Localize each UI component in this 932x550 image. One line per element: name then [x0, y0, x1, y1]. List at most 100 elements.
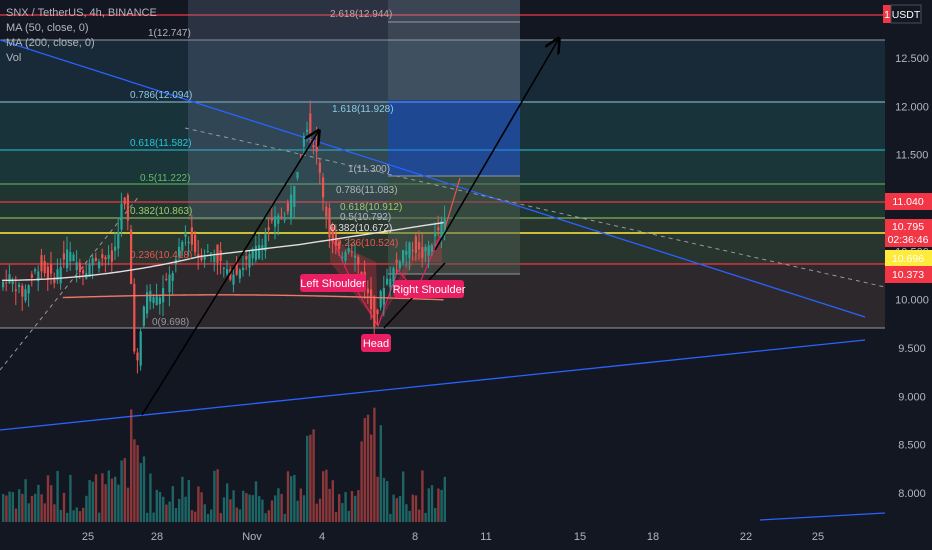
volume-bar — [354, 495, 357, 522]
candle-body — [283, 219, 286, 221]
candle-body — [30, 274, 33, 278]
candle-body — [222, 267, 225, 269]
volume-bar — [56, 470, 59, 522]
dashed-trendline-left[interactable] — [0, 194, 141, 371]
volume-bar — [347, 510, 350, 522]
chart-legend: SNX / TetherUS, 4h, BINANCE MA (50, clos… — [6, 6, 157, 66]
ma50-line[interactable] — [1, 221, 444, 282]
volume-bar — [306, 435, 309, 522]
time-axis-ticks: 25 28 Nov 4 8 11 15 18 22 25 — [82, 531, 824, 543]
candle-body — [37, 271, 40, 282]
price-tag-last[interactable]: 10.795 02:36:46 — [885, 219, 932, 247]
candle-body — [171, 273, 174, 281]
candle-body — [331, 226, 334, 242]
lower-trendline[interactable] — [759, 512, 886, 521]
candle-body — [117, 231, 120, 249]
candle-body — [357, 256, 360, 265]
volume-bar — [318, 498, 322, 522]
volume-bar — [293, 474, 296, 522]
volume-bar — [350, 491, 354, 522]
ma200-legend[interactable]: MA (200, close, 0) — [6, 37, 95, 49]
candle-body — [11, 279, 14, 284]
volume-bar — [162, 496, 165, 522]
ma50-legend[interactable]: MA (50, close, 0) — [6, 22, 89, 34]
candle-body — [443, 219, 446, 235]
volume-bar — [251, 495, 254, 522]
candle-body — [318, 162, 321, 173]
candle-body — [149, 290, 152, 302]
volume-bar — [424, 512, 427, 522]
price-tag-11040[interactable]: 11.040 — [885, 193, 932, 210]
candle-body — [14, 289, 17, 292]
volume-bar — [133, 439, 136, 522]
volume-bar — [24, 479, 27, 522]
candle-body — [206, 251, 209, 253]
volume-bar — [130, 409, 133, 522]
volume-bar — [110, 478, 114, 522]
volume-bar — [280, 493, 283, 522]
candle-body — [370, 289, 373, 310]
fib-label-0236: 0.236(10.418) — [130, 250, 192, 261]
candle-body — [114, 246, 117, 251]
volume-bar — [75, 507, 78, 522]
volume-bar — [34, 493, 37, 522]
price-tag-10373[interactable]: 10.373 — [885, 266, 932, 283]
impulse-arrow[interactable] — [141, 132, 318, 416]
volume-bar — [98, 512, 101, 522]
right-shoulder-label[interactable]: Right Shoulder — [393, 280, 466, 298]
svg-text:Right Shoulder: Right Shoulder — [393, 284, 466, 296]
descending-trendline[interactable] — [0, 39, 866, 318]
candle-body — [120, 204, 123, 230]
volume-bar — [219, 513, 222, 522]
candle-body — [101, 254, 104, 259]
fib-label-0382: 0.382(10.863) — [130, 206, 192, 217]
candle-body — [290, 194, 293, 219]
candle-body — [181, 241, 184, 251]
time-tick-label: 15 — [574, 531, 586, 543]
volume-bar — [315, 503, 318, 522]
volume-bar — [325, 469, 328, 522]
volume-legend[interactable]: Vol — [6, 52, 22, 64]
left-shoulder-label[interactable]: Left Shoulder — [300, 274, 366, 292]
volume-bar — [395, 498, 398, 522]
volume-bar — [197, 486, 200, 522]
candle-body — [88, 264, 91, 277]
candle-body — [248, 254, 251, 268]
candle-body — [94, 257, 97, 261]
candle-body — [130, 229, 133, 284]
price-tick-label: 11.500 — [896, 150, 929, 162]
volume-bar — [152, 512, 155, 522]
volume-bar — [136, 445, 139, 522]
svg-text:10.795: 10.795 — [892, 221, 924, 233]
fib-label-1: 1(12.747) — [148, 28, 191, 39]
candle-body — [178, 246, 181, 257]
head-label[interactable]: Head — [361, 334, 391, 352]
target-arrow[interactable] — [434, 40, 558, 251]
time-axis[interactable] — [0, 522, 885, 550]
candle-body — [334, 234, 337, 246]
fib-zone-2 — [0, 102, 885, 150]
price-tick-label: 9.500 — [898, 343, 926, 355]
price-tag-ma50[interactable]: 10.696 — [885, 250, 932, 267]
candle-body — [72, 254, 75, 261]
candle-body — [66, 249, 69, 269]
candle-body — [123, 197, 126, 205]
projection-arrow-red[interactable] — [444, 177, 461, 229]
price-tick-label: 8.000 — [898, 488, 926, 500]
candle-body — [408, 242, 411, 259]
volume-bar — [78, 511, 82, 522]
price-tick-label: 9.000 — [898, 391, 926, 403]
candle-body — [347, 247, 350, 252]
candle-body — [216, 244, 219, 263]
currency-badge[interactable]: 1 USDT — [883, 4, 922, 24]
candle-body — [325, 206, 328, 217]
volume-bar — [277, 488, 280, 522]
volume-bar — [37, 484, 40, 522]
fib-right-label-0236: 0.236(10.524) — [336, 238, 398, 249]
ma200-line[interactable] — [62, 294, 444, 301]
volume-bar — [296, 500, 299, 522]
ascending-trendline[interactable] — [0, 339, 866, 431]
volume-bar — [155, 489, 158, 522]
symbol-title[interactable]: SNX / TetherUS, 4h, BINANCE — [6, 7, 157, 19]
